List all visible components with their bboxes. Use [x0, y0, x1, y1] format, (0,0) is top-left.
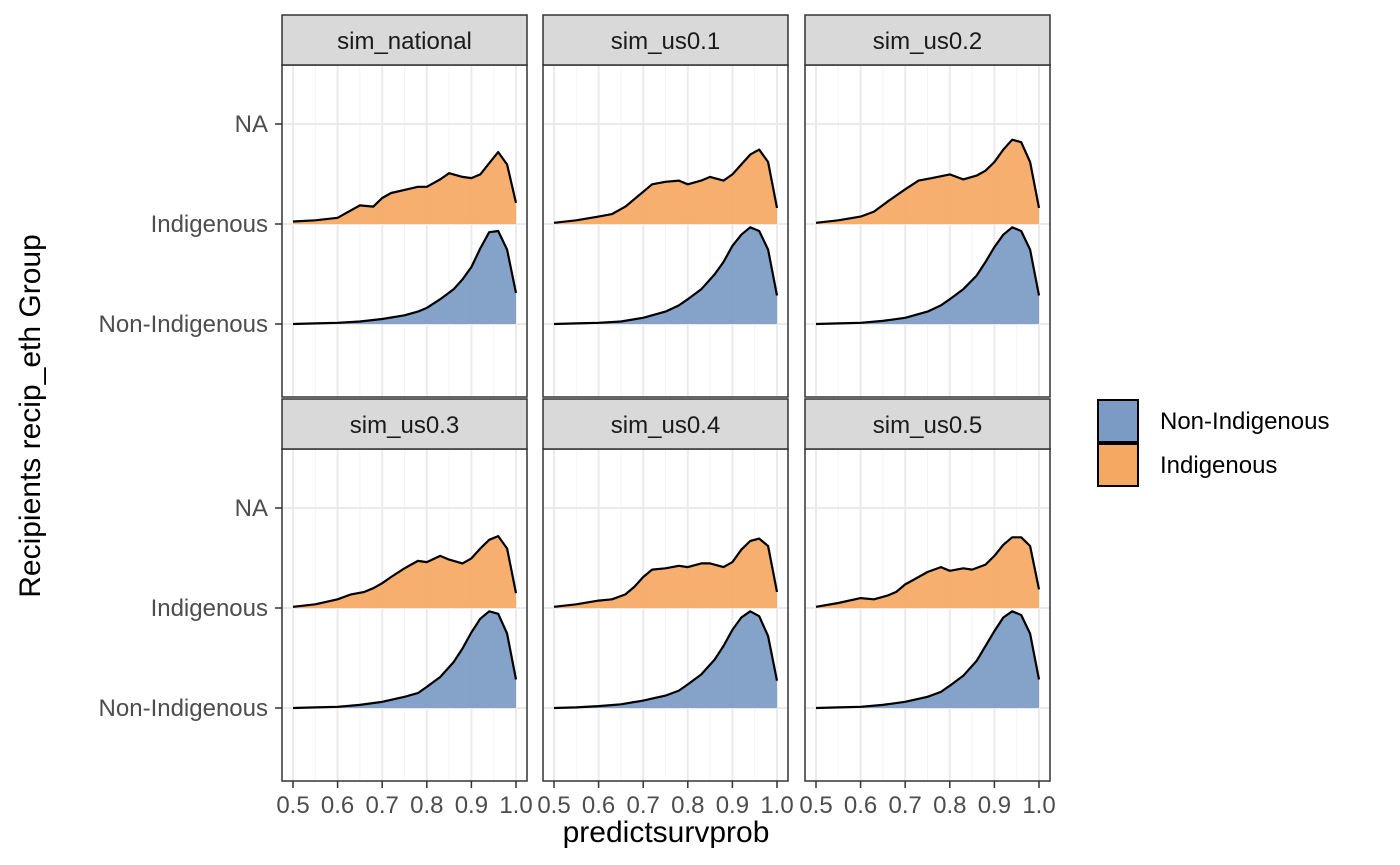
facet-strip — [804, 398, 1051, 450]
legend-key-swatch — [1097, 443, 1139, 487]
x-tick-label: 0.8 — [671, 792, 704, 819]
facet-strip-label: sim_us0.3 — [350, 412, 459, 439]
x-tick-label: 0.9 — [978, 792, 1011, 819]
y-tick-label: Non-Indigenous — [99, 695, 268, 722]
x-tick-label: 0.9 — [455, 792, 488, 819]
y-tick-label: NA — [235, 111, 268, 138]
legend-label: Indigenous — [1160, 452, 1277, 479]
density-area-non-indigenous — [816, 227, 1039, 324]
facet-panel: sim_us0.2 — [804, 14, 1051, 398]
y-tick-label: Indigenous — [151, 595, 268, 622]
y-tick-label: Indigenous — [151, 211, 268, 238]
facet-panel: sim_us0.1 — [542, 14, 789, 398]
facet-panel: sim_us0.5 — [804, 398, 1051, 782]
density-area-non-indigenous — [293, 611, 516, 708]
y-axis-layer: Non-Indigenous Indigenous NA Non-Indigenous… — [99, 111, 282, 722]
facet-strip — [281, 14, 528, 66]
density-line-indigenous — [553, 537, 779, 608]
legend-key-swatch — [1097, 399, 1139, 443]
density-area-non-indigenous — [554, 611, 777, 708]
x-tick-label: 0.6 — [321, 792, 354, 819]
density-area-non-indigenous — [816, 611, 1039, 708]
facet-panel: sim_us0.4 — [542, 398, 789, 782]
x-tick-label: 0.7 — [366, 792, 399, 819]
y-tick-label: Non-Indigenous — [99, 311, 268, 338]
legend-label: Non-Indigenous — [1160, 408, 1329, 435]
x-tick-label: 0.5 — [276, 792, 309, 819]
x-tick-label: 0.7 — [889, 792, 922, 819]
density-line-non-indigenous — [292, 610, 518, 710]
density-area-indigenous — [554, 538, 777, 608]
facet-strip-label: sim_us0.1 — [611, 28, 720, 55]
density-line-indigenous — [815, 536, 1041, 608]
density-line-non-indigenous — [292, 229, 518, 326]
x-axis-layer: 0.5 0.6 0.7 0.8 0.9 1.0 0.5 0.6 0.7 0.8 0.9 1.0 0.5 0… — [276, 781, 1056, 819]
y-tick-label: NA — [235, 495, 268, 522]
density-line-indigenous — [815, 138, 1041, 224]
density-area-indigenous — [554, 149, 777, 224]
facet-strip — [542, 14, 789, 66]
x-tick-label: 0.9 — [716, 792, 749, 819]
facet-strip-label: sim_national — [337, 28, 472, 55]
x-tick-label: 0.8 — [933, 792, 966, 819]
density-line-non-indigenous — [815, 610, 1041, 710]
facet-strip-label: sim_us0.2 — [873, 28, 982, 55]
legend: Non-Indigenous Indigenous — [1097, 399, 1329, 487]
x-tick-label: 1.0 — [760, 792, 793, 819]
facet-strip-label: sim_us0.5 — [873, 412, 982, 439]
density-area-indigenous — [293, 152, 516, 224]
density-area-indigenous — [293, 536, 516, 608]
density-line-indigenous — [292, 535, 518, 608]
x-tick-label: 0.7 — [627, 792, 660, 819]
x-tick-label: 0.8 — [410, 792, 443, 819]
facet-strip — [281, 398, 528, 450]
x-axis-title: predictsurvprob — [563, 816, 770, 849]
panels-layer: sim_national sim_us0.1 sim_us0.2 sim_us0.3 s… — [281, 14, 1051, 782]
facet-strip-label: sim_us0.4 — [611, 412, 720, 439]
x-tick-label: 1.0 — [1022, 792, 1055, 819]
density-line-indigenous — [292, 151, 518, 223]
density-area-non-indigenous — [293, 231, 516, 324]
facet-panel: sim_national — [281, 14, 528, 398]
x-tick-label: 0.5 — [799, 792, 832, 819]
density-line-indigenous — [553, 148, 779, 224]
density-line-non-indigenous — [815, 226, 1041, 326]
x-tick-label: 0.6 — [582, 792, 615, 819]
facet-strip — [804, 14, 1051, 66]
density-line-non-indigenous — [553, 226, 779, 326]
x-tick-label: 0.5 — [537, 792, 570, 819]
facet-strip — [542, 398, 789, 450]
density-line-non-indigenous — [553, 610, 779, 710]
facet-panel: sim_us0.3 — [281, 398, 528, 782]
density-area-indigenous — [816, 139, 1039, 224]
x-tick-label: 0.6 — [844, 792, 877, 819]
density-area-non-indigenous — [554, 227, 777, 324]
y-axis-title: Recipients recip_eth Group — [14, 234, 47, 598]
x-tick-label: 1.0 — [499, 792, 532, 819]
